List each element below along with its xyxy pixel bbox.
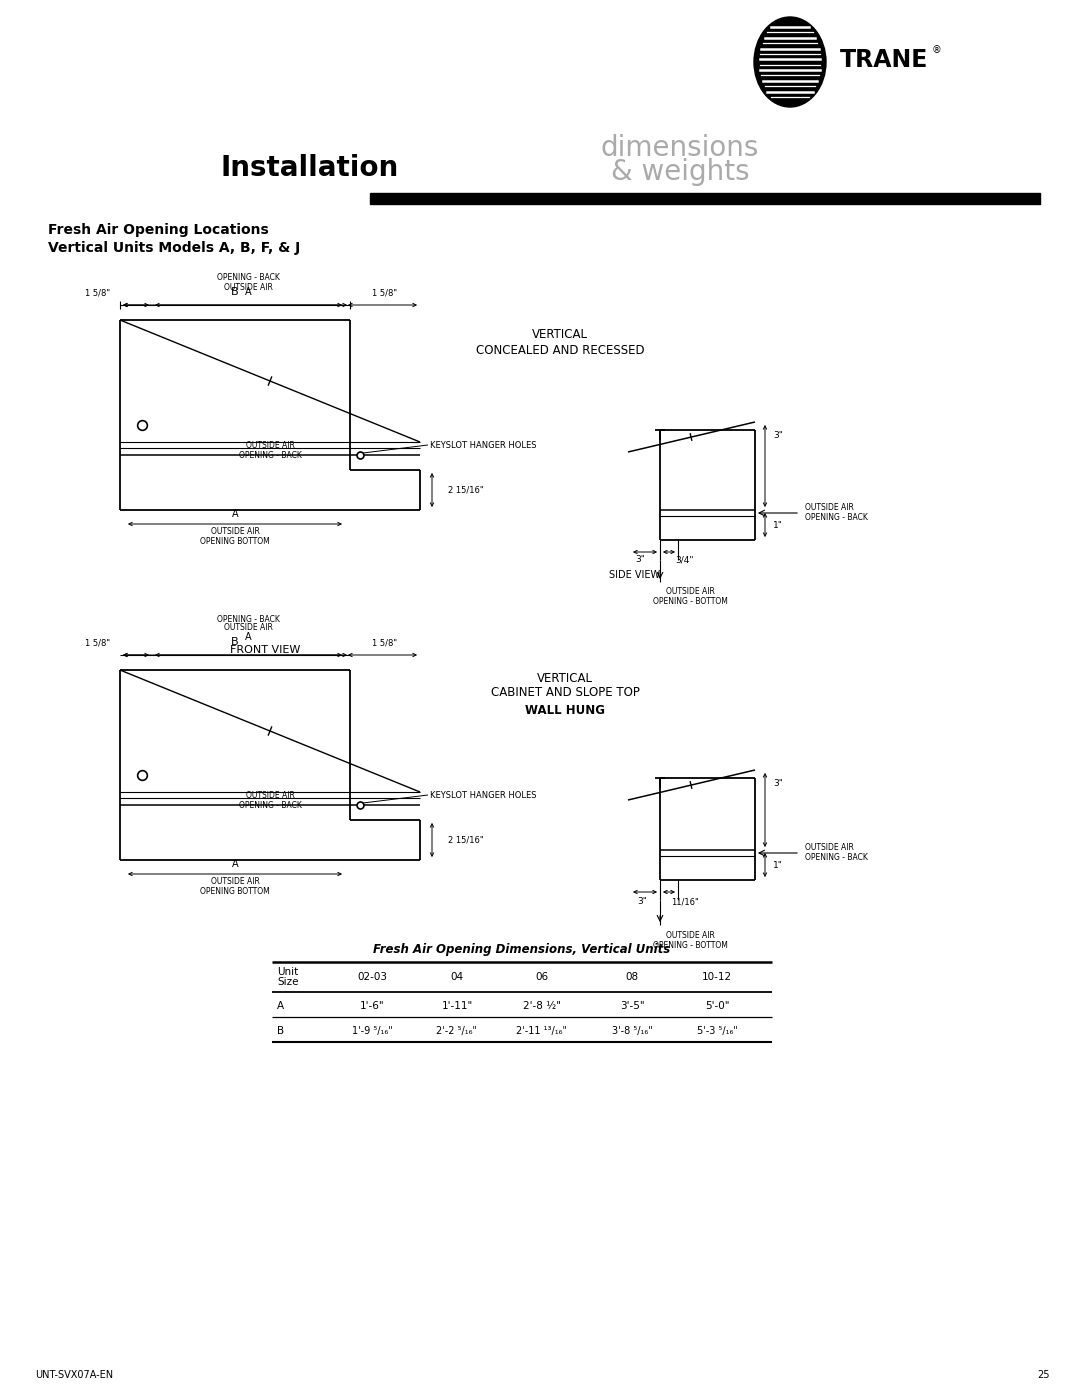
Text: OPENING - BACK: OPENING - BACK [239,800,301,809]
Text: 1": 1" [773,861,783,869]
Text: 1 5/8": 1 5/8" [373,288,397,298]
Text: A: A [245,286,252,298]
Text: OPENING - BACK: OPENING - BACK [805,852,868,862]
Text: OUTSIDE AIR: OUTSIDE AIR [245,792,295,800]
Text: 1 5/8": 1 5/8" [85,288,110,298]
Text: WALL HUNG: WALL HUNG [525,704,605,717]
Text: SIDE VIEW: SIDE VIEW [609,570,661,580]
Text: OUTSIDE AIR: OUTSIDE AIR [665,588,715,597]
Text: 2'-2 ⁵/₁₆": 2'-2 ⁵/₁₆" [436,1025,477,1037]
Text: 3'-5": 3'-5" [620,1002,645,1011]
Text: 5'-0": 5'-0" [705,1002,729,1011]
Text: 3": 3" [637,897,647,907]
Text: 3": 3" [773,430,783,440]
Text: A: A [232,509,239,520]
Text: 3'-8 ⁵/₁₆": 3'-8 ⁵/₁₆" [611,1025,652,1037]
Bar [370,193,1040,204]
Text: Fresh Air Opening Dimensions, Vertical Units: Fresh Air Opening Dimensions, Vertical U… [374,943,671,957]
Text: & weights: & weights [610,158,750,186]
Text: 3": 3" [773,778,783,788]
Text: 06: 06 [536,972,549,982]
Text: Fresh Air Opening Locations: Fresh Air Opening Locations [48,224,269,237]
Text: OPENING - BACK: OPENING - BACK [239,450,301,460]
Text: OPENING BOTTOM: OPENING BOTTOM [200,536,270,545]
Text: 02-03: 02-03 [357,972,387,982]
Text: 08: 08 [625,972,638,982]
Text: OUTSIDE AIR: OUTSIDE AIR [805,503,854,511]
Text: 2 15/16": 2 15/16" [448,835,484,845]
Text: OPENING - BACK: OPENING - BACK [805,513,868,521]
Text: TRANE: TRANE [840,47,929,73]
Text: 2'-11 ¹³/₁₆": 2'-11 ¹³/₁₆" [516,1025,567,1037]
Text: OUTSIDE AIR: OUTSIDE AIR [211,528,259,536]
Text: A: A [245,631,252,643]
Text: dimensions: dimensions [600,134,759,162]
Text: 1 5/8": 1 5/8" [373,638,397,647]
Text: 1 5/8": 1 5/8" [85,638,110,647]
Text: B: B [276,1025,284,1037]
Text: OPENING - BOTTOM: OPENING - BOTTOM [652,597,728,605]
Text: 5'-3 ⁵/₁₆": 5'-3 ⁵/₁₆" [697,1025,738,1037]
Text: KEYSLOT HANGER HOLES: KEYSLOT HANGER HOLES [430,440,537,450]
Text: 10-12: 10-12 [702,972,732,982]
Text: Installation: Installation [221,154,400,182]
Text: 2'-8 ½": 2'-8 ½" [523,1002,561,1011]
Text: OPENING - BOTTOM: OPENING - BOTTOM [652,940,728,950]
Text: 25: 25 [1038,1370,1050,1380]
Text: B: B [231,286,239,298]
Text: OUTSIDE AIR: OUTSIDE AIR [245,441,295,450]
Text: OUTSIDE AIR: OUTSIDE AIR [211,877,259,887]
Text: Size: Size [276,977,298,988]
Text: 1'-6": 1'-6" [360,1002,384,1011]
Text: 04: 04 [450,972,463,982]
Text: OUTSIDE AIR: OUTSIDE AIR [805,842,854,852]
Text: 3": 3" [635,556,645,564]
Text: 1'-9 ⁵/₁₆": 1'-9 ⁵/₁₆" [352,1025,392,1037]
Ellipse shape [754,17,826,108]
Text: OPENING - BACK: OPENING - BACK [217,615,280,623]
Text: Vertical Units Models A, B, F, & J: Vertical Units Models A, B, F, & J [48,242,300,256]
Text: OUTSIDE AIR: OUTSIDE AIR [665,930,715,940]
Text: 1'-11": 1'-11" [442,1002,473,1011]
Text: UNT-SVX07A-EN: UNT-SVX07A-EN [35,1370,113,1380]
Text: A: A [232,859,239,869]
Text: OPENING - BACK: OPENING - BACK [217,274,280,282]
Text: B: B [231,637,239,647]
Text: FRONT VIEW: FRONT VIEW [230,645,300,655]
Text: KEYSLOT HANGER HOLES: KEYSLOT HANGER HOLES [430,791,537,799]
Text: VERTICAL: VERTICAL [532,328,588,341]
Text: A: A [276,1002,284,1011]
Text: 11/16": 11/16" [671,897,699,907]
Text: OUTSIDE AIR: OUTSIDE AIR [224,282,272,292]
Text: Unit: Unit [276,967,298,977]
Text: ®: ® [932,45,942,54]
Text: 3/4": 3/4" [676,556,694,564]
Text: OUTSIDE AIR: OUTSIDE AIR [224,623,272,633]
Text: CABINET AND SLOPE TOP: CABINET AND SLOPE TOP [490,686,639,700]
Text: OPENING BOTTOM: OPENING BOTTOM [200,887,270,895]
Text: 1": 1" [773,521,783,529]
Text: 2 15/16": 2 15/16" [448,486,484,495]
Text: VERTICAL: VERTICAL [537,672,593,685]
Text: CONCEALED AND RECESSED: CONCEALED AND RECESSED [475,344,645,356]
